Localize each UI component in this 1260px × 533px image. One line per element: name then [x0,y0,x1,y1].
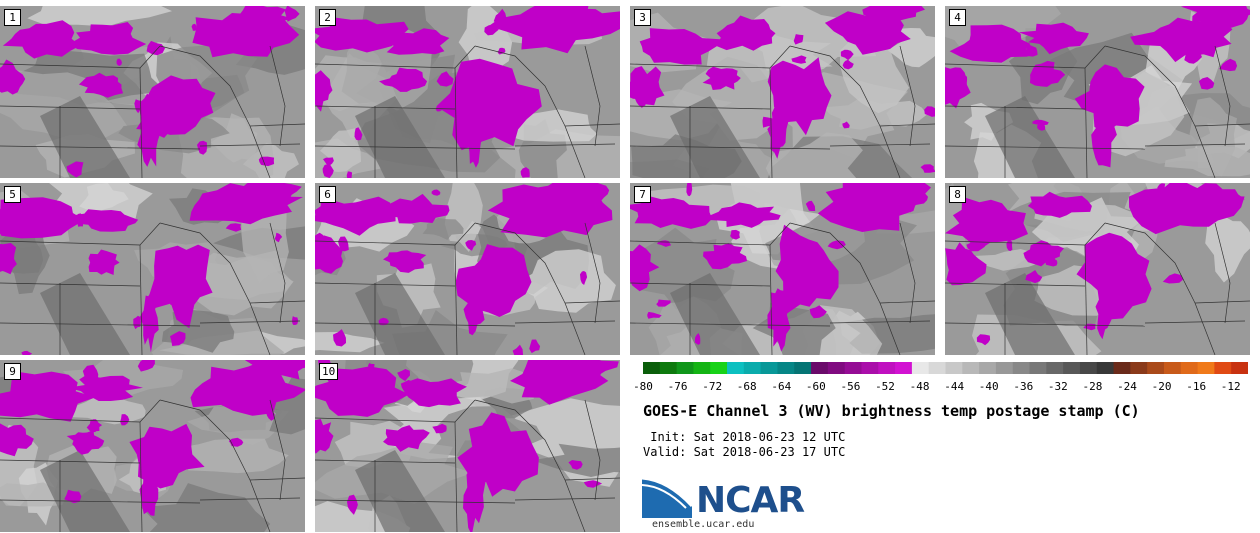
wv-imagery [0,6,305,178]
panel-number: 4 [949,9,966,26]
colorbar-swatch [995,362,1014,374]
colorbar-swatch [1046,362,1064,374]
panel-number: 9 [4,363,21,380]
colorbar-swatch [794,362,812,374]
postage-stamp-panel-5: 5 [0,183,305,355]
wv-imagery [315,6,620,178]
colorbar-swatch [811,362,829,374]
postage-stamp-panel-9: 9 [0,360,305,532]
panel-number: 8 [949,186,966,203]
colorbar-tick-label: -40 [978,380,999,393]
postage-stamp-panel-4: 4 [945,6,1250,178]
colorbar-swatch [878,362,896,374]
colorbar-tick-label: -52 [875,380,895,393]
colorbar-tick-label: -72 [702,380,723,393]
colorbar-swatch [928,362,946,374]
colorbar-tick-label: -80 [633,380,653,393]
postage-stamp-panel-7: 7 [630,183,935,355]
colorbar-tick-label: -48 [909,380,930,393]
postage-stamp-panel-6: 6 [315,183,620,355]
colorbar-tick-label: -36 [1013,380,1034,393]
valid-time: Valid: Sat 2018-06-23 17 UTC [643,445,846,459]
colorbar-tick-label: -56 [840,380,861,393]
colorbar-tick-label: -64 [771,380,792,393]
colorbar-swatch [1163,362,1182,374]
colorbar-tick-label: -16 [1186,380,1207,393]
wv-imagery [0,360,305,532]
colorbar-swatch [1147,362,1165,374]
postage-stamp-panel-8: 8 [945,183,1250,355]
colorbar-swatch [693,362,711,374]
wv-imagery [0,183,305,355]
colorbar-swatch [643,362,661,374]
wv-imagery [945,6,1250,178]
colorbar-swatch [1063,362,1081,374]
colorbar-swatch [743,362,762,374]
postage-stamp-panel-2: 2 [315,6,620,178]
postage-stamp-panel-10: 10 [315,360,620,532]
colorbar-swatch [861,362,879,374]
colorbar-swatch [1029,362,1047,374]
logo-text: NCAR [696,480,805,521]
colorbar-swatch [844,362,862,374]
colorbar-tick-label: -44 [944,380,965,393]
panel-number: 2 [319,9,336,26]
colorbar-swatch [895,362,913,374]
wv-imagery [945,183,1250,355]
colorbar [643,362,1248,374]
colorbar-swatch [1096,362,1115,374]
colorbar-swatch [1197,362,1215,374]
logo-url: ensemble.ucar.edu [652,519,755,530]
panel-number: 10 [319,363,339,380]
colorbar-swatch [827,362,846,374]
colorbar-swatch [727,362,745,374]
colorbar-swatch [777,362,795,374]
panel-number: 5 [4,186,21,203]
colorbar-tick-label: -24 [1117,380,1137,393]
wv-imagery [315,183,620,355]
colorbar-swatch [1012,362,1031,374]
postage-stamp-panel-1: 1 [0,6,305,178]
init-time: Init: Sat 2018-06-23 12 UTC [643,430,846,444]
colorbar-tick-label: -28 [1082,380,1103,393]
panel-number: 1 [4,9,21,26]
colorbar-swatch [1079,362,1098,374]
colorbar-swatch [911,362,930,374]
colorbar-tick-label: -68 [736,380,757,393]
figure-title: GOES-E Channel 3 (WV) brightness temp po… [643,402,1140,420]
colorbar-swatch [979,362,997,374]
colorbar-tick-label: -20 [1151,380,1172,393]
colorbar-swatch [710,362,728,374]
colorbar-swatch [945,362,963,374]
colorbar-swatch [962,362,980,374]
wv-imagery [630,183,935,355]
colorbar-swatch [1214,362,1232,374]
colorbar-swatch [676,362,694,374]
colorbar-swatch [659,362,678,374]
ncar-logo-icon [642,476,694,518]
wv-imagery [315,360,620,532]
postage-stamp-panel-3: 3 [630,6,935,178]
colorbar-swatch [760,362,778,374]
colorbar-tick-label: -60 [805,380,826,393]
panel-number: 7 [634,186,651,203]
colorbar-swatch [1180,362,1199,374]
colorbar-swatch [1231,362,1248,374]
panel-number: 6 [319,186,336,203]
panel-number: 3 [634,9,651,26]
wv-imagery [630,6,935,178]
colorbar-swatch [1130,362,1148,374]
colorbar-swatch [1113,362,1131,374]
colorbar-ticks: -80 -76 -72 -68 -64 -60 -56 -52 -48 -44 -40 -36 -32 -… [630,380,1260,394]
colorbar-tick-label: -32 [1047,380,1068,393]
colorbar-tick-label: -76 [667,380,688,393]
colorbar-tick-label: -12 [1220,380,1241,393]
